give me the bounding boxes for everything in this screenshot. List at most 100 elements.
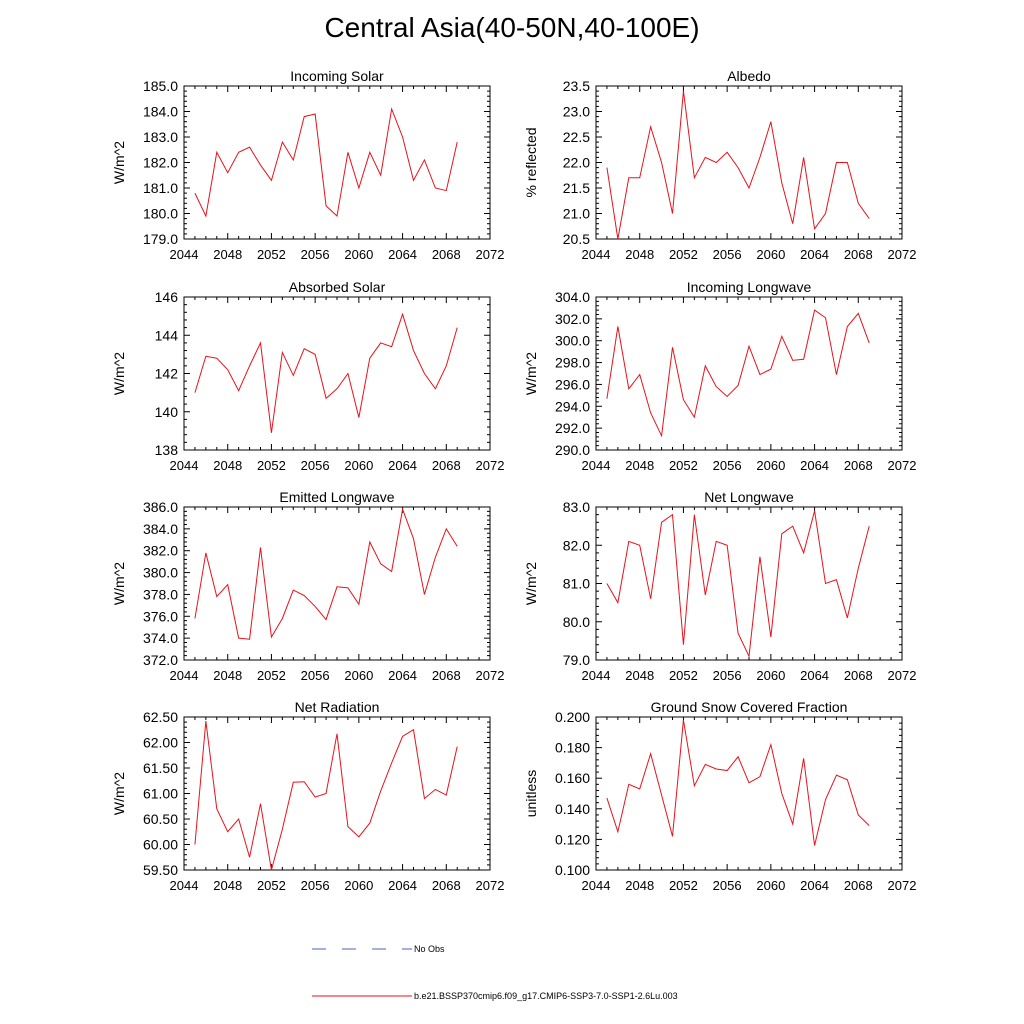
x-tick-label: 2052 <box>669 668 698 683</box>
x-tick-label: 2060 <box>344 458 373 473</box>
y-tick-label: 0.200 <box>555 709 590 725</box>
series-line <box>606 91 870 240</box>
x-tick-label: 2044 <box>582 458 611 473</box>
y-tick-label: 182.0 <box>143 155 178 171</box>
panel-title: Incoming Longwave <box>687 279 812 295</box>
x-tick-label: 2044 <box>170 458 199 473</box>
y-tick-label: 296.0 <box>555 376 590 392</box>
panel-emitted-longwave: Emitted Longwave W/m^2 2044 2048 2052 2056 206… <box>111 489 504 683</box>
x-tick-label: 2044 <box>170 668 199 683</box>
figure-title: Central Asia(40-50N,40-100E) <box>324 12 700 43</box>
y-axis-label: W/m^2 <box>111 141 127 184</box>
x-tick-label: 2060 <box>344 247 373 262</box>
legend-label-series: b.e21.BSSP370cmip6.f09_g17.CMIP6-SSP3-7.… <box>414 991 678 1001</box>
y-tick-label: 61.50 <box>143 760 178 776</box>
panel-title: Absorbed Solar <box>289 279 386 295</box>
y-tick-label: 140 <box>155 404 179 420</box>
y-tick-label: 374.0 <box>143 630 178 646</box>
y-tick-label: 185.0 <box>143 78 178 94</box>
panel-title: Net Longwave <box>704 489 794 505</box>
y-tick-label: 184.0 <box>143 104 178 120</box>
y-tick-label: 80.0 <box>563 614 590 630</box>
legend-item-series: b.e21.BSSP370cmip6.f09_g17.CMIP6-SSP3-7.… <box>312 991 678 1001</box>
x-tick-label: 2064 <box>388 458 417 473</box>
y-tick-label: 146 <box>155 289 179 305</box>
panel-ground-snow-covered-fraction: Ground Snow Covered Fraction unitless 2044… <box>523 699 916 893</box>
y-tick-label: 61.00 <box>143 786 178 802</box>
y-axis-label: unitless <box>523 770 539 817</box>
x-tick-label: 2056 <box>301 668 330 683</box>
panel-title: Incoming Solar <box>290 68 384 84</box>
x-tick-label: 2052 <box>669 878 698 893</box>
y-tick-label: 21.0 <box>563 206 590 222</box>
x-tick-label: 2072 <box>888 458 917 473</box>
y-tick-label: 386.0 <box>143 499 178 515</box>
x-tick-label: 2068 <box>844 247 873 262</box>
y-tick-label: 180.0 <box>143 206 178 222</box>
plot-frame <box>595 296 903 451</box>
y-axis-label: W/m^2 <box>523 562 539 605</box>
y-axis-label: W/m^2 <box>111 562 127 605</box>
y-tick-label: 382.0 <box>143 543 178 559</box>
y-tick-label: 21.5 <box>563 180 590 196</box>
x-tick-label: 2064 <box>800 458 829 473</box>
y-tick-label: 0.100 <box>555 862 590 878</box>
y-tick-label: 384.0 <box>143 521 178 537</box>
panel-net-longwave: Net Longwave W/m^2 2044 2048 2052 2056 2060 206… <box>523 489 916 683</box>
y-tick-label: 82.0 <box>563 537 590 553</box>
x-tick-label: 2044 <box>170 247 199 262</box>
x-tick-label: 2060 <box>756 247 785 262</box>
panel-albedo: Albedo % reflected 2044 2048 2052 2056 2060 206… <box>523 68 916 262</box>
y-tick-label: 179.0 <box>143 231 178 247</box>
x-tick-label: 2072 <box>888 668 917 683</box>
x-tick-label: 2072 <box>476 458 505 473</box>
x-tick-label: 2064 <box>388 668 417 683</box>
y-tick-label: 0.140 <box>555 801 590 817</box>
y-tick-label: 22.5 <box>563 129 590 145</box>
x-tick-label: 2048 <box>625 878 654 893</box>
x-tick-label: 2044 <box>582 668 611 683</box>
series-line <box>606 510 870 658</box>
x-tick-label: 2060 <box>756 878 785 893</box>
x-tick-label: 2060 <box>756 458 785 473</box>
x-tick-label: 2064 <box>800 668 829 683</box>
x-tick-label: 2060 <box>344 668 373 683</box>
x-tick-label: 2052 <box>257 878 286 893</box>
series-line <box>606 719 870 846</box>
y-tick-label: 292.0 <box>555 420 590 436</box>
series-line <box>194 507 458 640</box>
x-tick-label: 2052 <box>257 668 286 683</box>
y-tick-label: 380.0 <box>143 565 178 581</box>
x-tick-label: 2048 <box>625 458 654 473</box>
y-tick-label: 304.0 <box>555 289 590 305</box>
y-tick-label: 0.180 <box>555 740 590 756</box>
x-tick-label: 2048 <box>213 878 242 893</box>
x-tick-label: 2072 <box>476 878 505 893</box>
y-axis-label: W/m^2 <box>111 772 127 815</box>
panel-incoming-solar: Incoming Solar W/m^2 2044 2048 2052 2056 2060 2… <box>111 68 504 262</box>
x-tick-label: 2068 <box>432 247 461 262</box>
y-tick-label: 144 <box>155 327 179 343</box>
y-tick-label: 138 <box>155 442 179 458</box>
y-tick-label: 59.50 <box>143 862 178 878</box>
legend-item-no-obs: No Obs <box>312 944 445 954</box>
plot-frame <box>595 85 903 240</box>
y-tick-label: 83.0 <box>563 499 590 515</box>
series-line <box>194 312 458 433</box>
x-tick-label: 2056 <box>713 458 742 473</box>
x-tick-label: 2056 <box>301 878 330 893</box>
x-tick-label: 2044 <box>170 878 199 893</box>
x-tick-label: 2064 <box>800 878 829 893</box>
series-line <box>194 721 458 871</box>
x-tick-label: 2056 <box>713 247 742 262</box>
x-tick-label: 2056 <box>713 878 742 893</box>
y-tick-label: 376.0 <box>143 608 178 624</box>
y-tick-label: 300.0 <box>555 333 590 349</box>
x-tick-label: 2072 <box>476 668 505 683</box>
x-tick-label: 2052 <box>669 458 698 473</box>
plot-frame <box>595 506 903 661</box>
plot-frame <box>183 506 491 661</box>
x-tick-label: 2072 <box>476 247 505 262</box>
panel-title: Net Radiation <box>295 699 380 715</box>
x-tick-label: 2056 <box>301 247 330 262</box>
